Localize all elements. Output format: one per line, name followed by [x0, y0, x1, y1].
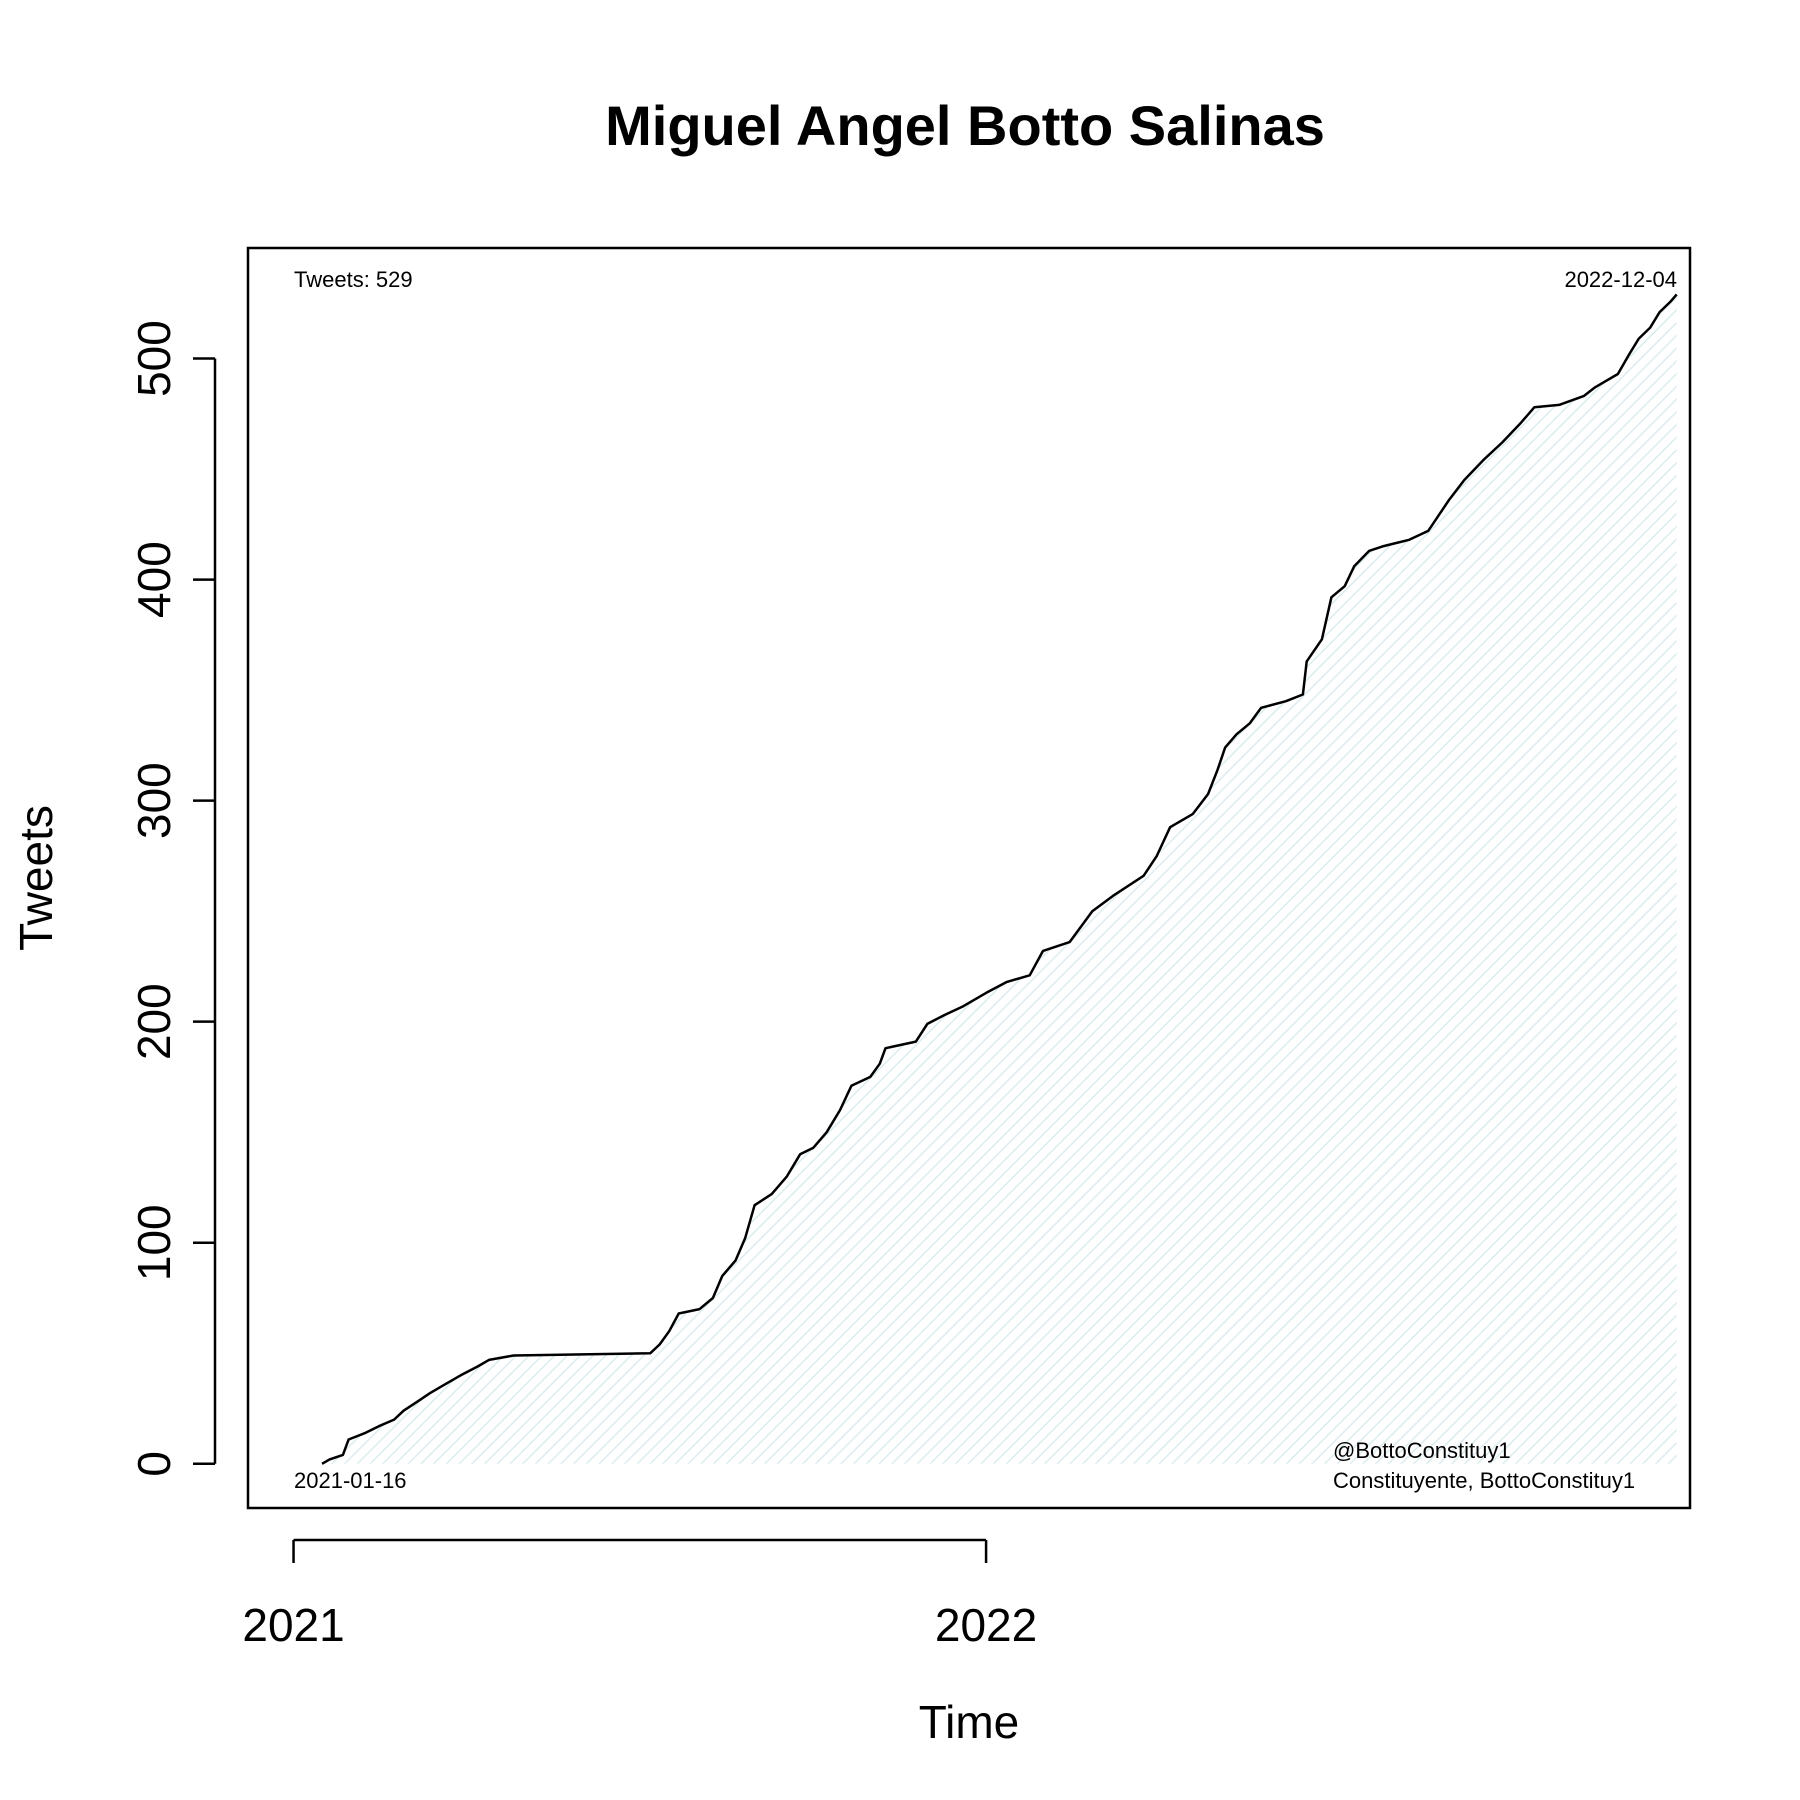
account-annotation: Constituyente, BottoConstituy1 [1333, 1468, 1635, 1493]
handle-annotation: @BottoConstituy1 [1333, 1438, 1511, 1463]
x-axis: 2021 2022 [242, 1538, 1037, 1651]
y-tick-label: 0 [128, 1451, 180, 1477]
y-tick-label: 500 [128, 320, 180, 397]
y-tick-label: 400 [128, 541, 180, 618]
y-axis: 0 100 200 300 400 500 [128, 320, 217, 1477]
y-tick-label: 100 [128, 1204, 180, 1281]
x-tick-label: 2021 [242, 1599, 344, 1651]
x-axis-label: Time [919, 1696, 1020, 1748]
plot-frame [246, 246, 1692, 1510]
y-tick-label: 300 [128, 762, 180, 839]
area-fill [322, 294, 1677, 1464]
plot-area [321, 293, 1678, 1465]
series-line [321, 293, 1678, 1465]
tweet-count-annotation: Tweets: 529 [294, 267, 413, 292]
y-tick-label: 200 [128, 983, 180, 1060]
y-axis-label: Tweets [10, 805, 62, 951]
chart-title: Miguel Angel Botto Salinas [605, 94, 1325, 157]
x-tick-label: 2022 [935, 1599, 1037, 1651]
end-date-annotation: 2022-12-04 [1564, 267, 1677, 292]
start-date-annotation: 2021-01-16 [294, 1468, 407, 1493]
